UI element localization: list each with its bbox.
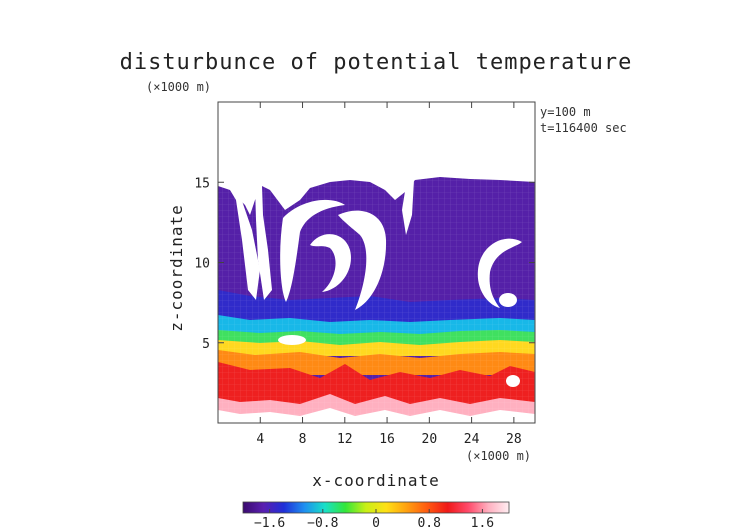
- annotation-y: y=100 m: [540, 105, 591, 119]
- y-axis-ticks: 5 10 15: [194, 176, 535, 352]
- colorbar-tick-label: 0.8: [417, 516, 440, 531]
- white-top-region: [218, 102, 535, 177]
- white-hole-3: [280, 199, 345, 302]
- colorbar-tick-label: 1.6: [471, 516, 494, 531]
- white-hole-7: [477, 238, 522, 308]
- white-hole-4: [310, 234, 351, 292]
- x-tick-label: 4: [256, 432, 264, 447]
- contour-field: [218, 102, 535, 423]
- white-hole-2: [255, 186, 272, 300]
- x-tick-label: 16: [379, 432, 395, 447]
- x-tick-label: 12: [337, 432, 353, 447]
- colorbar-ticks: −1.6 −0.8 0 0.8 1.6: [254, 509, 494, 531]
- white-hole-low-right: [506, 375, 520, 387]
- x-tick-label: 20: [422, 432, 438, 447]
- y-tick-label: 5: [202, 337, 210, 352]
- colorbar-tick-label: 0: [372, 516, 380, 531]
- chart-title: disturbunce of potential temperature: [120, 50, 633, 75]
- white-hole-low: [278, 335, 306, 345]
- y-axis-label: z-coordinate: [167, 204, 186, 332]
- white-hole-1: [224, 180, 260, 300]
- y-unit-label: (×1000 m): [146, 80, 211, 94]
- y-tick-label: 15: [194, 176, 210, 191]
- x-tick-label: 28: [506, 432, 522, 447]
- x-axis-ticks: 4 8 12 16 20 24 28: [256, 102, 522, 447]
- colorbar-tick-label: −0.8: [307, 516, 338, 531]
- x-unit-label: (×1000 m): [466, 449, 531, 463]
- x-tick-label: 24: [464, 432, 480, 447]
- white-bottom-region: [218, 408, 535, 423]
- white-hole-5: [338, 210, 387, 310]
- annotation-t: t=116400 sec: [540, 121, 627, 135]
- y-tick-label: 10: [194, 257, 210, 272]
- white-hole-6: [402, 180, 414, 235]
- x-axis-label: x-coordinate: [312, 471, 440, 490]
- colorbar-tick-label: −1.6: [254, 516, 285, 531]
- x-tick-label: 8: [299, 432, 307, 447]
- white-hole-8: [499, 293, 517, 307]
